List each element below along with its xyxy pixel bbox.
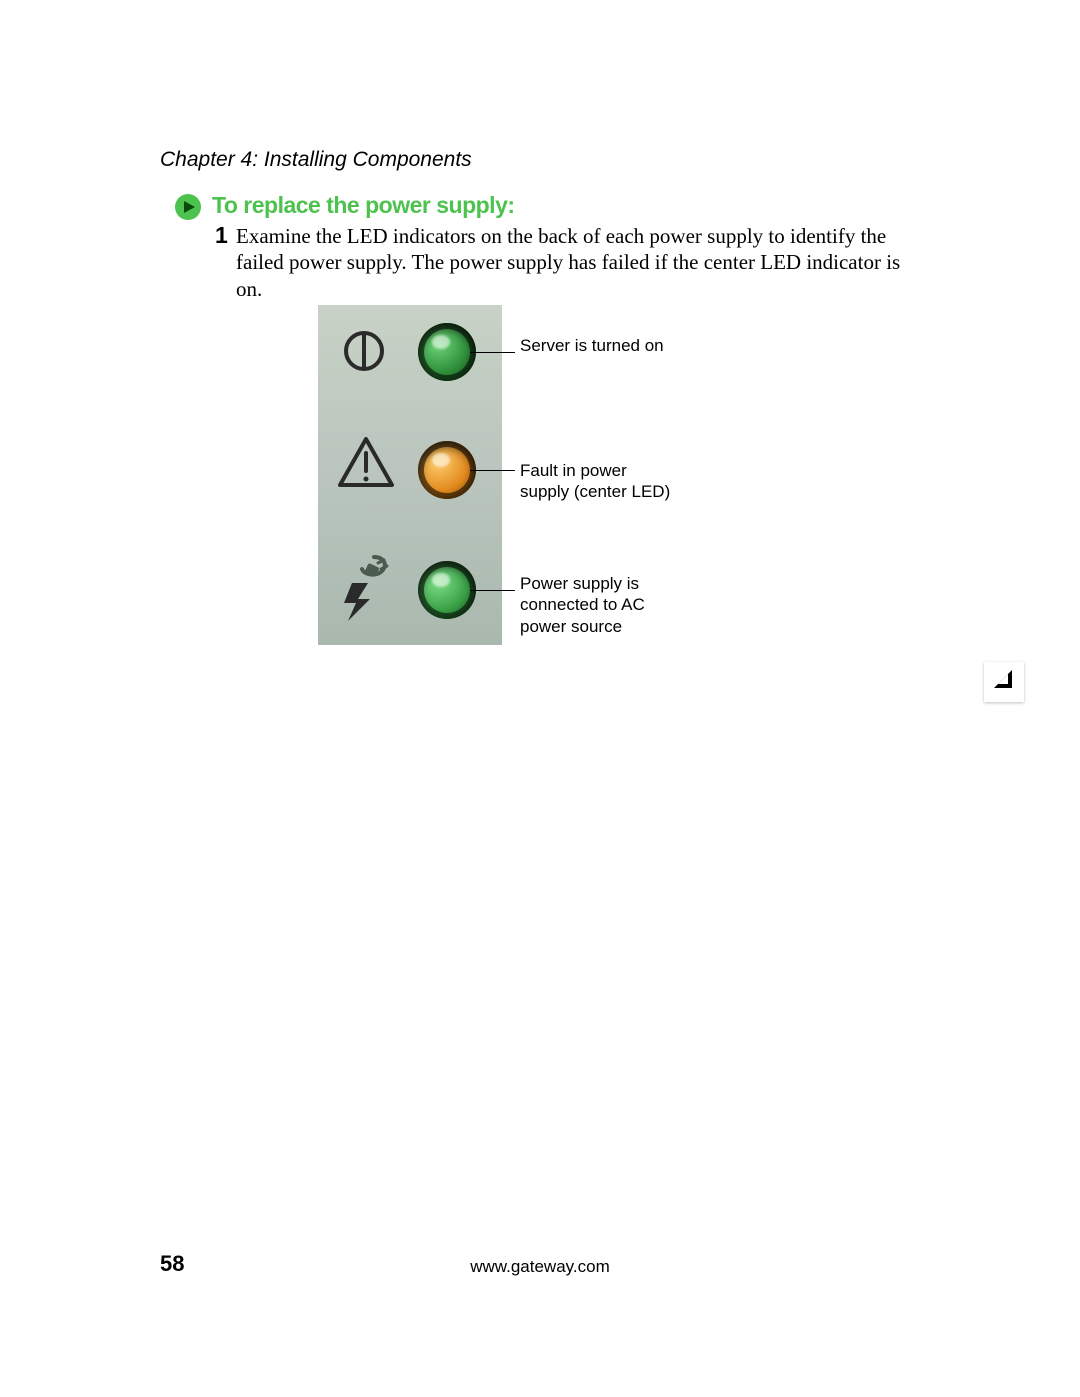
leader-line <box>470 590 515 591</box>
play-arrow-icon <box>175 194 201 220</box>
led-server-on <box>418 323 476 381</box>
callout-ac: Power supply is connected to AC power so… <box>520 573 680 637</box>
chapter-header: Chapter 4: Installing Components <box>160 148 472 172</box>
power-supply-panel <box>318 305 502 645</box>
ac-plug-icon <box>336 551 396 621</box>
manual-page: Chapter 4: Installing Components To repl… <box>0 0 1080 1397</box>
callout-fault: Fault in power supply (center LED) <box>520 460 680 503</box>
footer-url: www.gateway.com <box>0 1257 1080 1277</box>
led-ac-connected <box>418 561 476 619</box>
callout-server-on: Server is turned on <box>520 335 680 356</box>
power-on-icon <box>336 323 392 379</box>
step-number: 1 <box>215 222 228 249</box>
led-indicator-diagram: Server is turned on Fault in power suppl… <box>318 305 738 655</box>
leader-line <box>470 352 515 353</box>
step-text: Examine the LED indicators on the back o… <box>236 223 926 302</box>
warning-triangle-icon <box>336 433 396 493</box>
page-curl-icon <box>984 662 1024 702</box>
section-heading: To replace the power supply: <box>212 192 515 219</box>
led-fault <box>418 441 476 499</box>
leader-line <box>470 470 515 471</box>
